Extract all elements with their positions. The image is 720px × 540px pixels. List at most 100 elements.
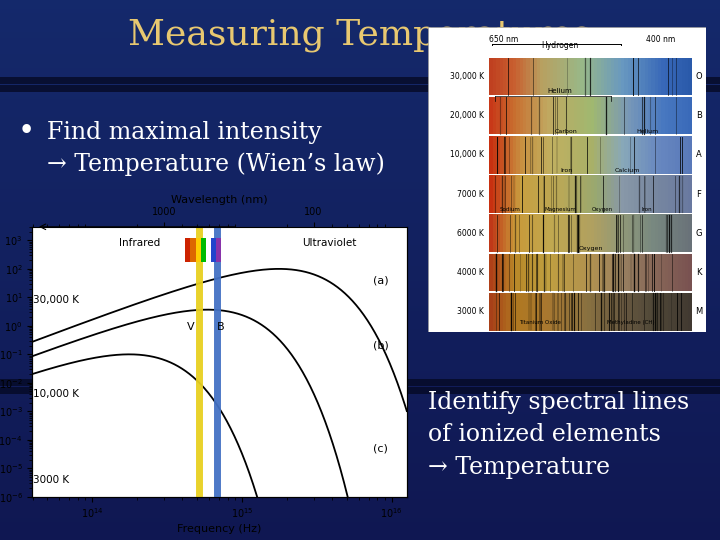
Bar bbox=[0, 529, 720, 531]
Text: Sodium: Sodium bbox=[499, 207, 520, 212]
Bar bbox=[0, 498, 720, 501]
Bar bbox=[0, 146, 720, 147]
Bar bbox=[594, 57, 598, 95]
Bar bbox=[0, 495, 720, 497]
Bar bbox=[503, 175, 507, 213]
Bar bbox=[574, 214, 577, 252]
Bar bbox=[641, 214, 645, 252]
Bar bbox=[0, 11, 720, 12]
Bar bbox=[662, 254, 665, 292]
Bar bbox=[0, 189, 720, 191]
Bar bbox=[0, 319, 720, 320]
Bar bbox=[567, 57, 571, 95]
Bar bbox=[662, 136, 665, 174]
Bar bbox=[624, 136, 629, 174]
Bar bbox=[611, 97, 615, 134]
Bar bbox=[492, 254, 497, 292]
Bar bbox=[0, 266, 720, 268]
Bar bbox=[0, 373, 720, 374]
Bar bbox=[0, 223, 720, 225]
Bar bbox=[621, 293, 625, 330]
Bar bbox=[688, 57, 693, 95]
Bar bbox=[0, 20, 720, 22]
Bar bbox=[577, 214, 581, 252]
Bar bbox=[526, 175, 531, 213]
Bar bbox=[506, 175, 510, 213]
Bar bbox=[598, 97, 601, 134]
Bar bbox=[0, 85, 720, 86]
Bar bbox=[685, 214, 689, 252]
Bar bbox=[564, 254, 567, 292]
Text: •: • bbox=[18, 118, 35, 146]
Text: (c): (c) bbox=[373, 443, 388, 454]
Bar bbox=[0, 428, 720, 430]
Bar bbox=[557, 136, 561, 174]
Text: (b): (b) bbox=[373, 341, 389, 351]
Bar bbox=[546, 214, 551, 252]
Bar bbox=[608, 97, 611, 134]
Bar bbox=[641, 175, 645, 213]
Bar bbox=[0, 427, 720, 428]
Bar bbox=[678, 97, 682, 134]
Bar bbox=[530, 97, 534, 134]
Bar bbox=[638, 254, 642, 292]
Bar bbox=[564, 97, 567, 134]
Bar bbox=[0, 439, 720, 441]
Bar bbox=[644, 293, 649, 330]
Bar bbox=[634, 175, 639, 213]
Bar bbox=[0, 308, 720, 309]
Bar bbox=[0, 88, 720, 90]
Bar bbox=[577, 136, 581, 174]
Bar bbox=[641, 136, 645, 174]
Bar bbox=[672, 136, 675, 174]
Text: Oxygen: Oxygen bbox=[578, 246, 603, 251]
Bar bbox=[550, 293, 554, 330]
Text: K: K bbox=[696, 268, 701, 277]
Bar bbox=[557, 57, 561, 95]
Bar bbox=[0, 344, 720, 346]
Bar bbox=[490, 136, 493, 174]
Bar bbox=[0, 101, 720, 103]
Bar bbox=[500, 254, 503, 292]
Bar bbox=[665, 293, 669, 330]
Bar bbox=[513, 57, 517, 95]
Bar bbox=[0, 293, 720, 295]
Bar bbox=[608, 293, 611, 330]
Bar bbox=[546, 97, 551, 134]
Bar bbox=[608, 57, 611, 95]
Bar bbox=[0, 5, 720, 7]
Bar bbox=[0, 216, 720, 218]
Bar bbox=[557, 214, 561, 252]
Bar bbox=[0, 27, 720, 29]
Bar bbox=[584, 136, 588, 174]
Bar bbox=[516, 97, 521, 134]
Bar bbox=[0, 128, 720, 130]
Bar bbox=[0, 133, 720, 135]
Bar bbox=[652, 293, 655, 330]
Bar bbox=[0, 470, 720, 471]
Bar bbox=[534, 57, 537, 95]
Bar bbox=[490, 293, 493, 330]
Bar bbox=[0, 383, 720, 385]
Bar bbox=[0, 32, 720, 34]
Bar bbox=[577, 175, 581, 213]
Bar bbox=[513, 97, 517, 134]
Text: Iron: Iron bbox=[560, 168, 572, 173]
Bar bbox=[526, 214, 531, 252]
Bar bbox=[546, 136, 551, 174]
Text: B: B bbox=[217, 322, 224, 332]
Bar bbox=[0, 99, 720, 101]
Bar bbox=[0, 524, 720, 525]
Text: Hydrogen: Hydrogen bbox=[541, 40, 579, 50]
Bar bbox=[0, 135, 720, 137]
Bar bbox=[0, 520, 720, 522]
Bar bbox=[0, 401, 720, 403]
Bar bbox=[0, 508, 720, 509]
Bar bbox=[544, 214, 547, 252]
Text: Ultraviolet: Ultraviolet bbox=[302, 238, 356, 248]
Bar bbox=[500, 293, 503, 330]
Text: Helium: Helium bbox=[548, 89, 572, 94]
Bar bbox=[604, 175, 608, 213]
Bar bbox=[0, 191, 720, 193]
Bar bbox=[0, 315, 720, 317]
